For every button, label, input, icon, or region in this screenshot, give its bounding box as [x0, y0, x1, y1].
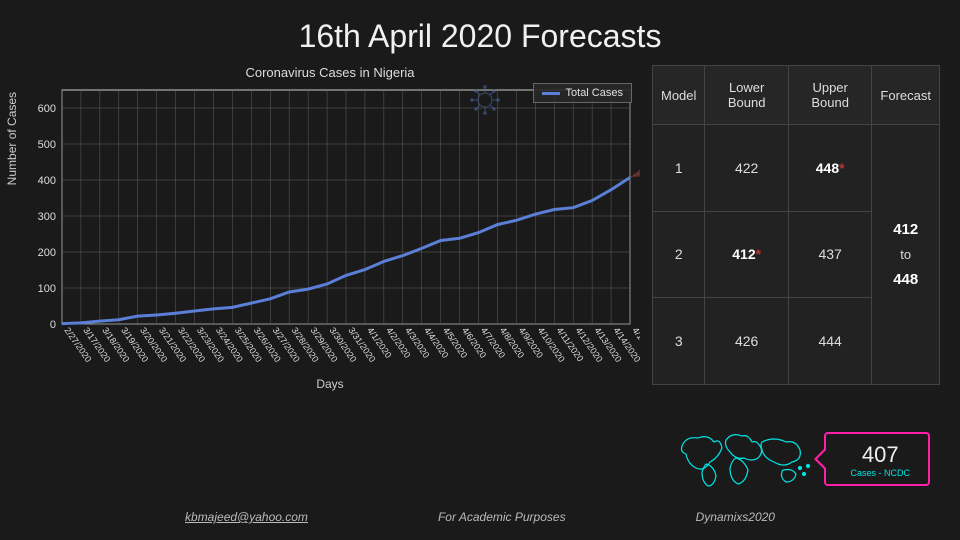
cell-model: 1: [653, 125, 705, 212]
col-upper: Upper Bound: [788, 66, 872, 125]
cell-upper: 437: [788, 211, 872, 298]
legend-label: Total Cases: [566, 87, 623, 99]
svg-text:0: 0: [50, 319, 56, 331]
cell-lower: 426: [705, 298, 789, 385]
case-count: 407: [850, 442, 910, 468]
chart-y-label: Number of Cases: [5, 92, 19, 185]
chart-legend: Total Cases: [533, 83, 632, 103]
svg-text:400: 400: [38, 175, 56, 187]
svg-text:300: 300: [38, 211, 56, 223]
cell-upper: 448*: [788, 125, 872, 212]
svg-text:500: 500: [38, 139, 56, 151]
chart-x-label: Days: [20, 377, 640, 391]
svg-text:200: 200: [38, 247, 56, 259]
col-model: Model: [653, 66, 705, 125]
cell-forecast: 412to448: [872, 125, 940, 385]
page-title: 16th April 2020 Forecasts: [0, 0, 960, 65]
table-row: 1422448* 412to448: [653, 125, 940, 212]
footer-email[interactable]: kbmajeed@yahoo.com: [185, 510, 308, 524]
cell-upper: 444: [788, 298, 872, 385]
col-lower: Lower Bound: [705, 66, 789, 125]
svg-text:600: 600: [38, 103, 56, 115]
case-label: Cases - NCDC: [850, 468, 910, 478]
footer-note: For Academic Purposes: [438, 510, 566, 524]
footer-brand: Dynamixs2020: [696, 510, 775, 524]
bottom-area: 407 Cases - NCDC: [674, 424, 930, 494]
case-badge: 407 Cases - NCDC: [824, 432, 930, 486]
table-header-row: Model Lower Bound Upper Bound Forecast: [653, 66, 940, 125]
footer: kbmajeed@yahoo.com For Academic Purposes…: [0, 510, 960, 524]
cell-model: 3: [653, 298, 705, 385]
legend-swatch: [542, 92, 560, 95]
chart-svg: 01002003004005006002/27/20203/17/20203/1…: [20, 84, 640, 379]
forecast-table: Model Lower Bound Upper Bound Forecast 1…: [652, 65, 940, 385]
world-map-icon: [674, 424, 814, 494]
cell-lower: 412*: [705, 211, 789, 298]
svg-text:100: 100: [38, 283, 56, 295]
chart-area: Coronavirus Cases in Nigeria Number of C…: [20, 65, 640, 385]
chart-title: Coronavirus Cases in Nigeria: [20, 65, 640, 80]
virus-icon: [470, 85, 500, 115]
cell-model: 2: [653, 211, 705, 298]
col-forecast: Forecast: [872, 66, 940, 125]
cell-lower: 422: [705, 125, 789, 212]
main-row: Coronavirus Cases in Nigeria Number of C…: [0, 65, 960, 385]
